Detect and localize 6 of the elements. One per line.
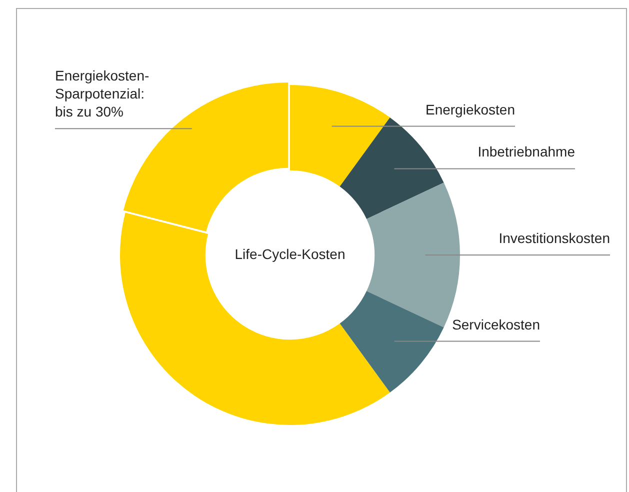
text: Life-Cycle-Kosten (234, 246, 346, 262)
slice-label: Investitionskosten (498, 230, 610, 246)
slice-label: Inbetriebnahme (478, 144, 576, 160)
slice-label: Energiekosten- Sparpotenzial: bis zu 30% (55, 68, 150, 120)
slice-label: Servicekosten (452, 316, 540, 332)
slice-label: Energiekosten (425, 101, 515, 118)
